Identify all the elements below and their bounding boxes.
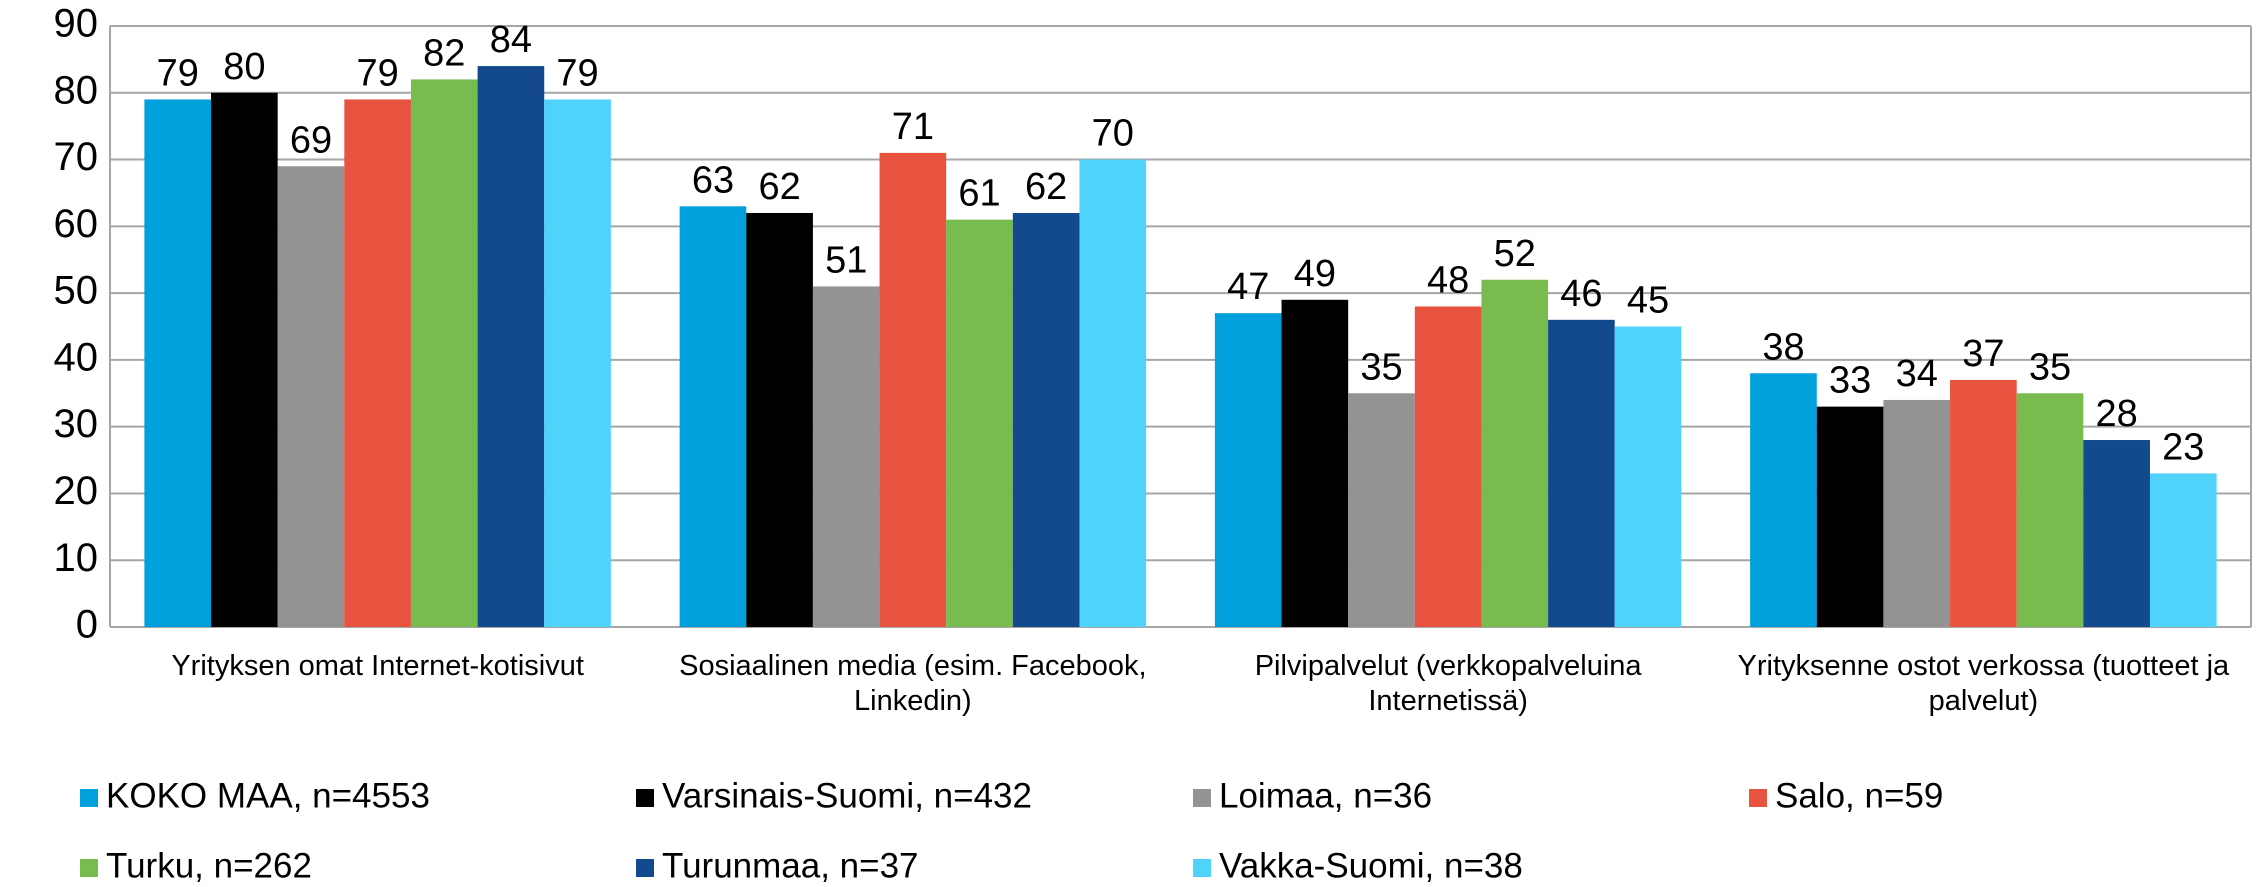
data-label: 38: [1762, 326, 1804, 368]
data-label: 34: [1896, 353, 1938, 395]
y-tick-label: 10: [54, 536, 99, 580]
y-tick-label: 30: [54, 402, 99, 446]
bar: [2149, 473, 2217, 627]
data-label: 71: [892, 106, 934, 148]
data-label: 84: [490, 19, 532, 61]
x-tick-label: Pilvipalvelut (verkkopalveluina Internet…: [1254, 650, 1642, 717]
bar: [1012, 212, 1080, 627]
y-tick-label: 90: [54, 2, 99, 46]
bar: [946, 219, 1013, 627]
data-label: 62: [1025, 166, 1067, 208]
bar: [812, 286, 880, 627]
bar: [477, 66, 545, 628]
bar: [746, 212, 813, 627]
data-label: 48: [1427, 259, 1469, 301]
legend-label: Turku, n=262: [106, 846, 312, 885]
x-tick-label: Sosiaalinen media (esim. Facebook, Linke…: [679, 650, 1147, 717]
bar: [1750, 373, 1817, 627]
data-label: 79: [556, 52, 598, 94]
data-label: 61: [958, 173, 1000, 215]
data-label: 35: [2029, 346, 2071, 388]
y-tick-label: 40: [54, 335, 99, 379]
bar: [1614, 326, 1682, 627]
bar: [2083, 440, 2150, 627]
data-label: 80: [223, 46, 265, 88]
legend-swatch: [636, 859, 654, 877]
bar: [211, 92, 278, 628]
legend-swatch: [636, 789, 654, 807]
data-label: 63: [692, 159, 734, 201]
data-label: 37: [1962, 333, 2004, 375]
bar: [1214, 313, 1282, 627]
data-label: 79: [157, 52, 199, 94]
legend-swatch: [1193, 859, 1211, 877]
data-label: 49: [1294, 253, 1336, 295]
bar: [1481, 279, 1549, 627]
bar: [344, 99, 411, 627]
bar: [1816, 406, 1884, 627]
legend-label: KOKO MAA, n=4553: [106, 776, 430, 815]
data-label: 82: [423, 32, 465, 74]
legend-swatch: [80, 789, 98, 807]
data-label: 62: [758, 166, 800, 208]
bar: [1950, 379, 2017, 627]
bar: [1281, 299, 1349, 627]
bar: [1348, 393, 1415, 627]
data-label: 28: [2096, 393, 2138, 435]
data-label: 33: [1829, 360, 1871, 402]
bar: [1414, 306, 1482, 627]
legend-swatch: [1749, 789, 1767, 807]
y-tick-label: 0: [76, 603, 98, 647]
bar: [1883, 399, 1951, 627]
y-tick-label: 60: [54, 202, 99, 246]
legend-label: Loimaa, n=36: [1219, 776, 1432, 815]
data-label: 51: [825, 239, 867, 281]
legend-label: Turunmaa, n=37: [662, 846, 919, 885]
bar: [879, 152, 947, 627]
x-tick-label: Yrityksenne ostot verkossa (tuotteet ja …: [1737, 650, 2230, 717]
y-tick-label: 20: [54, 469, 99, 513]
x-tick-label: Yrityksen omat Internet-kotisivut: [171, 650, 584, 682]
data-label: 79: [356, 52, 398, 94]
bar: [1548, 319, 1615, 627]
bar: [277, 166, 345, 627]
bar: [679, 206, 747, 628]
y-tick-label: 80: [54, 68, 99, 112]
legend-swatch: [80, 859, 98, 877]
data-label: 47: [1227, 266, 1269, 308]
legend-swatch: [1193, 789, 1211, 807]
legend-label: Salo, n=59: [1775, 776, 1943, 815]
y-tick-label: 50: [54, 269, 99, 313]
data-label: 45: [1627, 280, 1669, 322]
data-label: 23: [2162, 426, 2204, 468]
bar: [144, 99, 212, 627]
bar: [410, 79, 478, 627]
bar: [544, 99, 611, 627]
data-label: 70: [1092, 113, 1134, 155]
legend-label: Vakka-Suomi, n=38: [1219, 846, 1523, 885]
data-label: 46: [1560, 273, 1602, 315]
y-tick-label: 70: [54, 135, 99, 179]
data-label: 52: [1494, 233, 1536, 275]
data-label: 35: [1360, 346, 1402, 388]
bar: [1079, 159, 1147, 628]
legend-label: Varsinais-Suomi, n=432: [662, 776, 1032, 815]
bar: [2016, 393, 2084, 627]
data-label: 69: [290, 119, 332, 161]
